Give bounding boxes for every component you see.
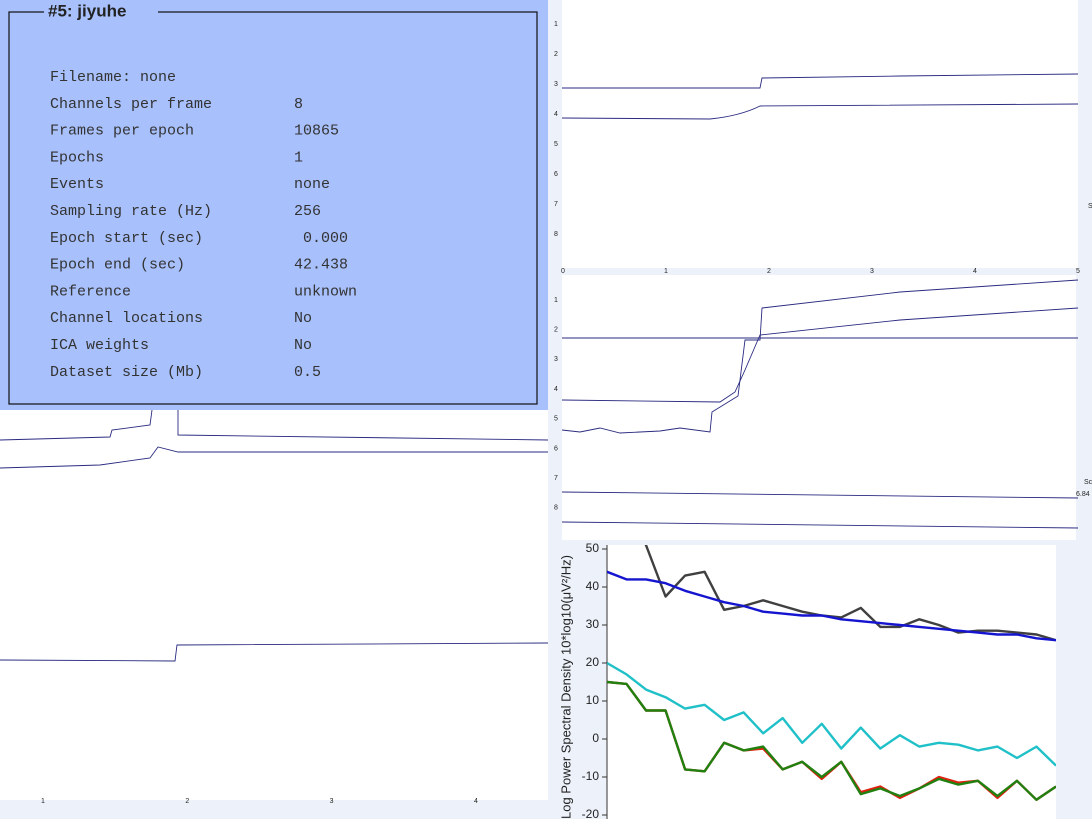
y-tick-label: 20 [586, 655, 600, 669]
info-title: #5: jiyuhe [48, 1, 126, 20]
info-value: 0.5 [294, 364, 321, 381]
eeg-top-plot [562, 0, 1078, 268]
y-tick-label: 5 [554, 416, 558, 423]
eeg-trace [0, 409, 549, 441]
info-panel [0, 0, 548, 410]
info-label: Sampling rate (Hz) [50, 203, 212, 220]
y-tick-label: 8 [554, 505, 558, 512]
info-label: Channel locations [50, 310, 203, 327]
x-tick-label: 2 [185, 798, 189, 805]
info-value: none [294, 176, 330, 193]
info-value: 1 [294, 149, 303, 166]
y-tick-label: 0 [592, 731, 599, 745]
info-label: Reference [50, 283, 131, 300]
y-tick-label: 2 [554, 327, 558, 334]
info-label: ICA weights [50, 337, 149, 354]
y-tick-label: -10 [582, 769, 600, 783]
info-value: No [294, 310, 312, 327]
edge-text: 6.84 [1076, 491, 1090, 498]
info-label: Dataset size (Mb) [50, 364, 203, 381]
x-tick-label: 5 [1076, 268, 1080, 275]
y-tick-label: 50 [586, 541, 600, 555]
eeg-trace [0, 446, 548, 469]
info-label: Epoch start (sec) [50, 230, 203, 247]
y-tick-label: 6 [554, 445, 558, 452]
info-value: No [294, 337, 312, 354]
info-label: Events [50, 176, 104, 193]
y-tick-label: 3 [554, 356, 558, 363]
eeg-bottom-plot [0, 410, 548, 800]
y-tick-label: 7 [554, 475, 558, 482]
eeg-trace [561, 307, 1079, 403]
info-value: 8 [294, 96, 303, 113]
edge-text: Sc [1084, 479, 1092, 486]
spectrum-line [607, 570, 1056, 642]
y-tick-label: 2 [554, 51, 558, 58]
eeg-trace [561, 103, 1079, 120]
info-frame [8, 11, 538, 405]
y-tick-label: 30 [586, 617, 600, 631]
y-tick-label: 6 [554, 171, 558, 178]
info-value: 256 [294, 203, 321, 220]
eeg-trace [561, 491, 1079, 499]
info-label: Channels per frame [50, 96, 212, 113]
y-tick-label: 5 [554, 141, 558, 148]
y-tick-label: 4 [554, 111, 558, 118]
info-label: Frames per epoch [50, 123, 194, 140]
info-value: 42.438 [294, 257, 348, 274]
spectrum-lines [607, 545, 1056, 801]
y-tick-label: 10 [586, 693, 600, 707]
y-tick-label: 3 [554, 81, 558, 88]
eeg-trace [561, 279, 1079, 434]
x-tick-label: 0 [561, 268, 565, 275]
spectrum-line [607, 680, 1056, 801]
x-tick-label: 4 [973, 268, 977, 275]
y-tick-label: 7 [554, 201, 558, 208]
info-value: unknown [294, 283, 357, 300]
spectrum-line [607, 661, 1056, 767]
y-tick-label: 8 [554, 231, 558, 238]
title-gap [44, 3, 158, 21]
info-label: Epochs [50, 149, 104, 166]
x-tick-label: 3 [870, 268, 874, 275]
x-tick-label: 1 [664, 268, 668, 275]
info-label: Epoch end (sec) [50, 257, 185, 274]
x-tick-label: 1 [41, 798, 45, 805]
info-label: Filename: none [50, 69, 176, 86]
eeg-trace [561, 521, 1079, 529]
edge-text: S [1088, 203, 1092, 210]
eeg-trace [0, 642, 549, 662]
eeg-trace [562, 73, 1079, 89]
info-value: 10865 [294, 123, 339, 140]
y-tick-label: 40 [586, 579, 600, 593]
x-tick-label: 4 [474, 798, 478, 805]
y-tick-label: -20 [582, 807, 600, 819]
y-tick-label: 1 [554, 297, 558, 304]
info-value: 0.000 [303, 230, 348, 247]
y-tick-label: 4 [554, 386, 558, 393]
y-tick-label: 1 [554, 21, 558, 28]
spectrum-ylabel: Log Power Spectral Density 10*log10(μV²/… [558, 555, 573, 819]
eeg-middle-plot [562, 275, 1076, 540]
x-tick-label: 2 [767, 268, 771, 275]
x-tick-label: 3 [330, 798, 334, 805]
